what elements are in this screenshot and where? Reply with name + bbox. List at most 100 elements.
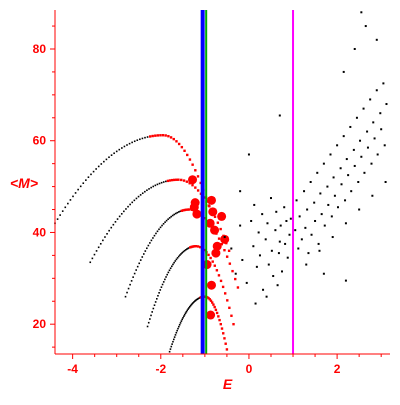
- black-point: [379, 112, 382, 115]
- red-curve-point: [100, 163, 103, 165]
- red-curve-point: [176, 257, 179, 259]
- red-curve-point: [185, 208, 188, 211]
- red-curve-point: [206, 296, 209, 299]
- red-curve-point: [59, 214, 61, 216]
- black-point: [353, 47, 356, 50]
- red-curve-point: [161, 224, 163, 227]
- red-curve-point: [209, 256, 212, 260]
- red-curve-point: [176, 329, 178, 332]
- red-curve-point: [211, 260, 214, 263]
- red-curve-point: [187, 247, 189, 250]
- red-curve-point: [175, 140, 178, 143]
- x-tick-label: 0: [246, 362, 253, 376]
- red-curve-point: [110, 154, 113, 156]
- black-point: [285, 219, 288, 222]
- red-large-point: [188, 175, 198, 185]
- red-curve-point: [182, 209, 185, 212]
- red-curve-point: [173, 336, 176, 338]
- red-curve-point: [154, 301, 157, 303]
- y-tick-label: 80: [33, 42, 47, 56]
- black-point: [275, 210, 278, 213]
- red-curve-point: [158, 182, 161, 185]
- red-curve-point: [209, 299, 213, 302]
- red-curve-point: [165, 276, 167, 278]
- x-tick-label: -2: [155, 362, 166, 376]
- red-large-point: [206, 195, 216, 205]
- black-point: [319, 192, 322, 195]
- red-large-point: [220, 234, 230, 244]
- red-curve-point: [131, 201, 134, 204]
- red-curve-point: [186, 309, 189, 312]
- red-curve-point: [147, 244, 150, 247]
- red-curve-point: [135, 269, 137, 271]
- red-curve-point: [197, 297, 199, 300]
- red-curve-point: [187, 308, 189, 310]
- black-point: [303, 190, 306, 193]
- black-point: [279, 224, 282, 227]
- black-point: [340, 183, 343, 186]
- red-curve-point: [190, 303, 193, 306]
- black-point: [360, 155, 363, 158]
- red-curve-point: [217, 274, 221, 277]
- y-tick-label: 60: [33, 134, 47, 148]
- black-point: [267, 263, 270, 266]
- red-large-point: [206, 280, 216, 290]
- red-curve-point: [159, 134, 162, 137]
- red-curve-point: [192, 301, 194, 304]
- red-curve-point: [123, 210, 125, 213]
- red-curve-point: [223, 292, 227, 295]
- red-curve-point: [156, 183, 159, 186]
- black-point: [264, 238, 267, 241]
- black-point: [382, 82, 385, 85]
- red-curve-point: [182, 250, 185, 253]
- red-curve-point: [149, 318, 151, 320]
- red-curve-point: [168, 179, 172, 182]
- red-curve-point: [61, 210, 64, 212]
- red-curve-point: [179, 254, 181, 256]
- red-curve-point: [228, 306, 231, 310]
- black-point: [278, 240, 281, 243]
- red-curve-point: [93, 253, 96, 256]
- red-curve-point: [152, 307, 155, 310]
- red-curve-point: [156, 230, 159, 233]
- red-curve-point: [180, 253, 182, 255]
- red-curve-point: [151, 134, 154, 138]
- black-point: [274, 229, 277, 232]
- red-curve-point: [232, 322, 235, 326]
- black-point: [360, 11, 363, 14]
- x-tick-label: -4: [67, 362, 78, 376]
- axis-ticks: -4 -2 0 2 20 40 60 80: [33, 25, 382, 376]
- black-point: [376, 153, 379, 156]
- black-point: [241, 258, 244, 261]
- red-curve-point: [82, 182, 85, 184]
- red-curve-point: [194, 299, 197, 302]
- black-point: [245, 281, 248, 284]
- black-point: [345, 158, 348, 161]
- red-curve-point: [129, 203, 131, 206]
- red-curve-point: [182, 179, 186, 182]
- red-curve-point: [188, 307, 190, 309]
- red-curve-point: [169, 348, 172, 350]
- red-curve-point: [180, 320, 183, 322]
- red-curve-point: [188, 305, 191, 308]
- red-curve-point: [133, 140, 136, 143]
- black-point: [384, 181, 387, 183]
- red-curve-point: [156, 134, 160, 137]
- red-large-point: [189, 202, 199, 212]
- red-curve-point: [234, 277, 237, 281]
- red-large-point: [208, 207, 218, 217]
- black-point: [353, 164, 356, 167]
- black-point: [317, 242, 320, 245]
- red-curve-point: [194, 245, 198, 248]
- red-curve-point: [193, 300, 196, 302]
- red-large-point: [217, 211, 227, 221]
- red-curve-point: [173, 261, 175, 264]
- red-curve-point: [211, 301, 214, 304]
- red-curve-point: [173, 213, 176, 216]
- black-point: [347, 174, 350, 177]
- red-curve-point: [228, 262, 232, 265]
- black-point: [288, 233, 291, 236]
- red-curve-point: [155, 232, 157, 235]
- black-point: [298, 215, 301, 218]
- red-curve-point: [193, 301, 195, 303]
